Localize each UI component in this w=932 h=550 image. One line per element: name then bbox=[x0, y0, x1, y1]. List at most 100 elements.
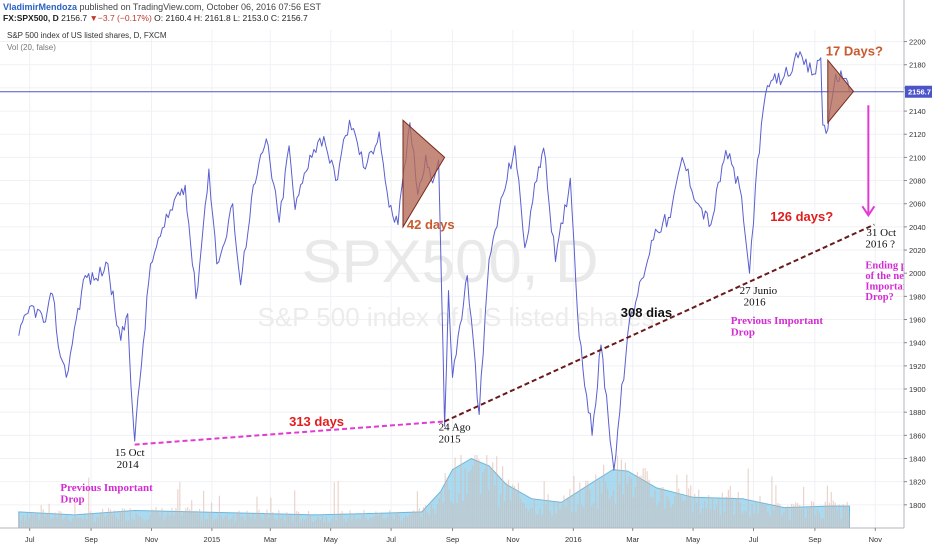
volume-bar-242 bbox=[498, 507, 500, 528]
y-tick-label-1840: 1840 bbox=[909, 455, 926, 464]
watermark-symbol: SPX500, D bbox=[302, 228, 599, 295]
volume-bar-59 bbox=[135, 513, 137, 528]
trendline-1 bbox=[134, 420, 445, 446]
volume-bar-119 bbox=[254, 519, 256, 528]
volume-bar-152 bbox=[319, 520, 321, 528]
volume-bar-407 bbox=[824, 501, 826, 528]
volume-bar-68 bbox=[153, 509, 155, 528]
volume-bar-36 bbox=[90, 511, 92, 528]
volume-bar-31 bbox=[80, 517, 82, 528]
volume-bar-414 bbox=[838, 504, 840, 528]
volume-bar-74 bbox=[165, 516, 167, 528]
volume-bar-299 bbox=[610, 495, 613, 528]
author-link[interactable]: VladimirMendoza bbox=[3, 2, 78, 12]
symbol-name[interactable]: FX:SPX500, D bbox=[3, 13, 59, 23]
volume-bar-230 bbox=[474, 455, 476, 528]
volume-bar-141 bbox=[298, 512, 300, 528]
volume-bar-252 bbox=[517, 482, 519, 528]
volume-bar-168 bbox=[351, 520, 353, 528]
volume-bar-214 bbox=[442, 503, 444, 528]
volume-bar-348 bbox=[708, 495, 710, 528]
volume-bar-125 bbox=[266, 509, 268, 528]
volume-bar-332 bbox=[676, 474, 678, 528]
volume-bar-268 bbox=[549, 511, 551, 528]
trendline-2 bbox=[444, 223, 875, 423]
x-tick-label-11: May bbox=[686, 535, 700, 544]
volume-bar-198 bbox=[410, 513, 413, 528]
volume-bar-52 bbox=[121, 508, 123, 528]
volume-bar-340 bbox=[692, 512, 694, 528]
volume-bar-301 bbox=[614, 504, 617, 528]
volume-bar-321 bbox=[654, 490, 656, 528]
volume-bar-100 bbox=[216, 518, 218, 528]
x-tick-label-8: Nov bbox=[506, 535, 520, 544]
y-tick-label-1880: 1880 bbox=[909, 408, 926, 417]
price-line[interactable] bbox=[18, 51, 850, 471]
volume-bar-162 bbox=[339, 513, 341, 528]
volume-bar-258 bbox=[529, 508, 531, 528]
volume-bar-290 bbox=[593, 503, 595, 528]
volume-bar-126 bbox=[268, 517, 270, 528]
volume-bar-202 bbox=[418, 508, 420, 528]
price-axis[interactable]: 1800 1820 1840 1860 1880 1900 1920 1940 1960 1980… bbox=[903, 0, 932, 550]
volume-bar-256 bbox=[525, 507, 527, 528]
volume-bar-123 bbox=[262, 519, 264, 528]
volume-bar-161 bbox=[337, 481, 339, 528]
volume-bar-147 bbox=[309, 515, 312, 528]
volume-bar-408 bbox=[826, 485, 828, 528]
volume-bar-200 bbox=[414, 511, 417, 528]
y-tick-label-2060: 2060 bbox=[909, 200, 926, 209]
volume-bar-255 bbox=[523, 503, 525, 528]
annotation-end4: Drop? bbox=[865, 292, 893, 303]
volume-bar-41 bbox=[100, 512, 102, 528]
volume-bar-79 bbox=[175, 508, 177, 528]
volume-bar-47 bbox=[111, 515, 114, 528]
y-tick-label-2120: 2120 bbox=[909, 130, 926, 139]
volume-bar-345 bbox=[702, 507, 704, 528]
volume-bar-75 bbox=[167, 512, 169, 528]
volume-bar-28 bbox=[74, 503, 76, 528]
volume-bar-296 bbox=[605, 481, 607, 528]
volume-indicator-label[interactable]: Vol (20, false) bbox=[7, 43, 56, 52]
volume-bar-138 bbox=[292, 521, 294, 528]
volume-bar-65 bbox=[147, 519, 149, 528]
volume-bar-367 bbox=[745, 511, 747, 528]
volume-bar-63 bbox=[143, 521, 145, 528]
volume-bar-80 bbox=[177, 489, 179, 528]
volume-bar-190 bbox=[395, 512, 397, 528]
volume-bar-287 bbox=[587, 480, 589, 528]
volume-bar-191 bbox=[397, 511, 399, 528]
volume-bar-366 bbox=[743, 510, 745, 528]
volume-bar-221 bbox=[456, 503, 458, 528]
volume-bar-259 bbox=[531, 507, 533, 528]
volume-bar-25 bbox=[68, 519, 70, 528]
volume-bar-43 bbox=[104, 516, 106, 528]
volume-bar-8 bbox=[34, 512, 36, 528]
volume-bar-269 bbox=[551, 515, 553, 528]
volume-bar-303 bbox=[618, 483, 620, 528]
volume-bar-254 bbox=[521, 502, 523, 528]
volume-bar-23 bbox=[64, 517, 66, 528]
volume-bar-386 bbox=[783, 511, 785, 528]
volume-bar-418 bbox=[846, 501, 848, 528]
y-tick-label-2020: 2020 bbox=[909, 246, 926, 255]
volume-bar-375 bbox=[761, 503, 763, 528]
volume-bar-289 bbox=[591, 506, 593, 528]
volume-bar-175 bbox=[365, 517, 367, 528]
y-tick-label-2040: 2040 bbox=[909, 223, 926, 232]
volume-bar-188 bbox=[391, 515, 393, 528]
annotation-end2: of the next bbox=[865, 271, 913, 282]
time-axis[interactable]: Jul Sep Nov 2015 Mar May Jul Sep Nov 2016 Mar May Ju… bbox=[0, 527, 932, 550]
annotation-d42: 42 days bbox=[407, 217, 455, 232]
volume-bar-240 bbox=[494, 485, 496, 528]
volume-bar-309 bbox=[630, 478, 632, 528]
y-tick-label-1820: 1820 bbox=[909, 478, 926, 487]
volume-bar-379 bbox=[769, 516, 771, 528]
volume-bar-371 bbox=[753, 513, 755, 528]
volume-bar-219 bbox=[452, 504, 454, 528]
x-tick-label-2: Nov bbox=[145, 535, 159, 544]
volume-bar-385 bbox=[781, 515, 783, 528]
volume-bar-365 bbox=[741, 513, 743, 528]
volume-bar-97 bbox=[210, 502, 213, 528]
